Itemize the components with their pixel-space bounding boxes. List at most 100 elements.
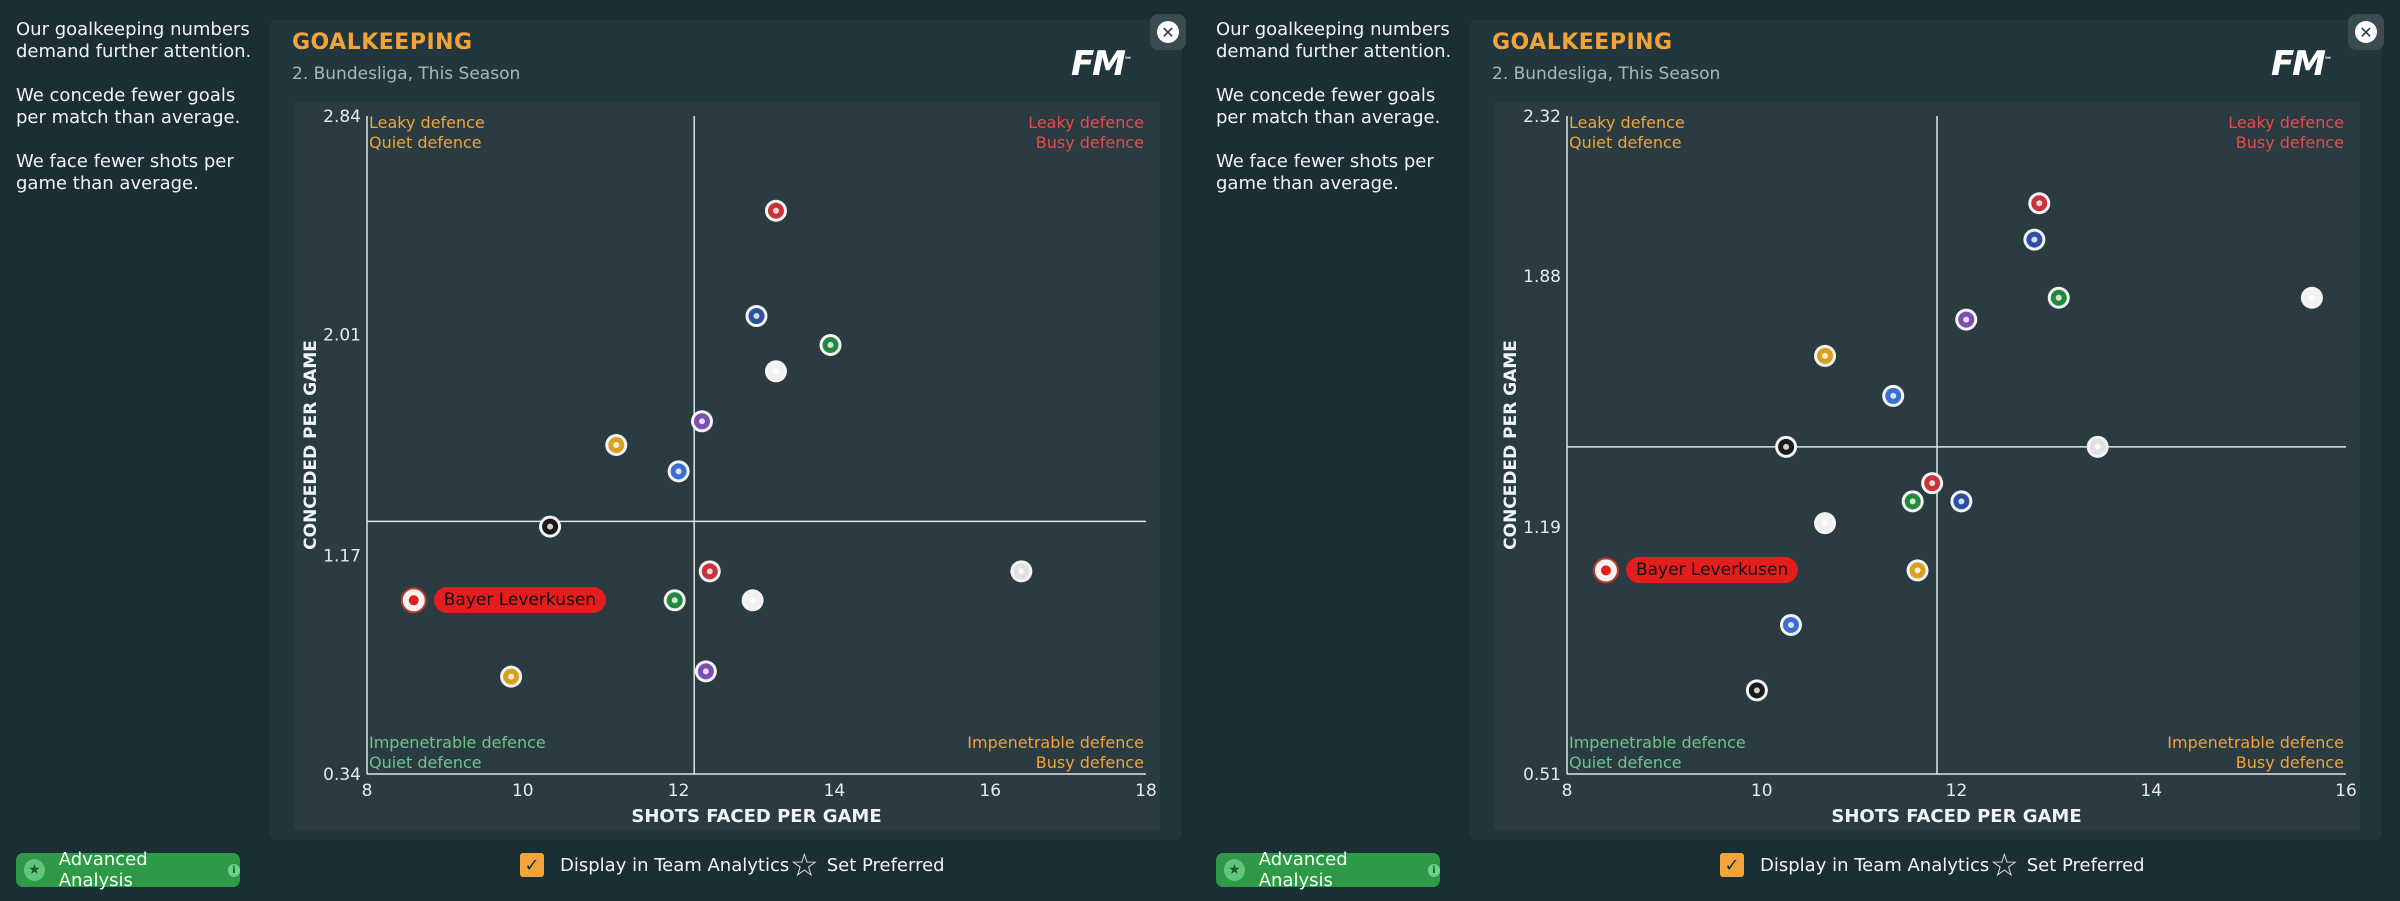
quadrant-label-bottom-left: Impenetrable defence xyxy=(369,733,546,752)
panel-subtitle: 2. Bundesliga, This Season xyxy=(292,64,521,84)
team-badge-icon xyxy=(753,313,760,320)
team-point xyxy=(663,589,686,612)
quadrant-label-top-left: Leaky defence xyxy=(369,113,485,132)
quadrant-label-bottom-right: Busy defence xyxy=(1036,753,1144,772)
team-point xyxy=(1814,512,1837,535)
advanced-analysis-label: Advanced Analysis xyxy=(1258,849,1348,891)
quadrant-label-bottom-left: Quiet defence xyxy=(369,753,482,772)
star-badge-icon: ★ xyxy=(24,859,45,881)
team-badge-icon xyxy=(1018,568,1025,575)
team-badge-icon xyxy=(1958,498,1965,505)
info-icon[interactable]: i xyxy=(1427,863,1440,877)
team-badge-icon xyxy=(1783,443,1790,450)
advanced-analysis-button[interactable]: ★ Advanced Analysis i xyxy=(1216,849,1440,891)
x-tick-label: 10 xyxy=(1751,781,1773,801)
team-badge-icon xyxy=(1929,480,1936,487)
team-point xyxy=(764,199,787,222)
team-point xyxy=(1010,560,1033,583)
team-badge-icon xyxy=(749,597,756,604)
team-point xyxy=(698,560,721,583)
team-point xyxy=(2028,192,2051,215)
team-badge-icon xyxy=(2308,294,2315,301)
close-button[interactable]: ✕ xyxy=(1150,14,1186,50)
team-point xyxy=(400,587,427,614)
advanced-analysis-label: Advanced Analysis xyxy=(58,849,148,891)
panel-title: GOALKEEPING xyxy=(292,30,473,55)
panel-subtitle: 2. Bundesliga, This Season xyxy=(1492,64,1721,84)
team-point xyxy=(764,360,787,383)
x-axis-title: SHOTS FACED PER GAME xyxy=(1831,806,2081,827)
team-badge-icon xyxy=(702,668,709,675)
team-badge-icon xyxy=(1600,565,1611,576)
display-in-team-analytics-toggle[interactable]: ✓ Display in Team Analytics xyxy=(1720,853,1989,877)
close-icon: ✕ xyxy=(2355,21,2377,43)
info-icon[interactable]: i xyxy=(227,863,240,877)
team-point xyxy=(694,660,717,683)
set-preferred-label: Set Preferred xyxy=(826,854,945,876)
star-outline-icon[interactable]: ☆ xyxy=(1990,846,2019,884)
team-point xyxy=(1955,308,1978,331)
quadrant-label-bottom-right: Impenetrable defence xyxy=(967,733,1144,752)
display-in-team-analytics-toggle[interactable]: ✓ Display in Team Analytics xyxy=(520,853,789,877)
team-point xyxy=(1775,435,1798,458)
team-badge-icon xyxy=(671,597,678,604)
quadrant-label-top-right: Busy defence xyxy=(1036,133,1144,152)
team-badge-icon xyxy=(1914,567,1921,574)
goalkeeping-panel: GOALKEEPING 2. Bundesliga, This Season F… xyxy=(270,20,1182,840)
x-tick-label: 18 xyxy=(1135,781,1157,801)
chart-svg: 2.84 2.01 1.17 0.348 10 12 14 16 18 SHOTS FACED P… xyxy=(301,107,1157,827)
team-badge-icon xyxy=(772,368,779,375)
team-badge-icon xyxy=(1822,352,1829,359)
y-tick-label: 2.01 xyxy=(323,325,361,345)
checkbox-checked-icon[interactable]: ✓ xyxy=(520,853,544,877)
team-point xyxy=(1814,344,1837,367)
panel-title: GOALKEEPING xyxy=(1492,30,1673,55)
team-point xyxy=(819,333,842,356)
team-badge-icon xyxy=(698,418,705,425)
insight-line-1: Our goalkeeping numbers demand further a… xyxy=(1216,19,1452,62)
team-point xyxy=(745,305,768,328)
scatter-chart: 2.32 1.88 1.19 0.51 8 10 12 14 16 SHOTS FACED PER… xyxy=(1494,102,2360,830)
set-preferred-label: Set Preferred xyxy=(2026,854,2145,876)
team-point xyxy=(1950,490,1973,513)
y-tick-label: 1.88 xyxy=(1523,267,1561,287)
star-outline-icon[interactable]: ☆ xyxy=(790,846,819,884)
y-tick-label: 2.32 xyxy=(1523,107,1561,127)
left-view: Our goalkeeping numbers demand further a… xyxy=(16,14,1186,891)
team-point xyxy=(1882,384,1905,407)
team-badge-icon xyxy=(2094,443,2101,450)
y-tick-label: 2.84 xyxy=(323,107,361,127)
x-tick-label: 8 xyxy=(362,781,373,801)
set-preferred-toggle[interactable]: ☆ Set Preferred xyxy=(790,846,945,884)
y-tick-label: 0.34 xyxy=(323,765,361,785)
checkbox-checked-icon[interactable]: ✓ xyxy=(1720,853,1744,877)
team-badge-icon xyxy=(675,468,682,475)
quadrant-label-top-right: Leaky defence xyxy=(1028,113,1144,132)
team-point xyxy=(500,665,523,688)
y-tick-label: 0.51 xyxy=(1523,765,1561,785)
star-badge-icon: ★ xyxy=(1224,859,1245,881)
insight-line-2: We concede fewer goals per match than av… xyxy=(1216,85,1441,128)
insight-line-3: We face fewer shots per game than averag… xyxy=(16,151,234,194)
team-point xyxy=(1779,613,1802,636)
team-badge-icon xyxy=(508,673,515,680)
fm-logo: FM™ xyxy=(2270,44,2332,84)
fm-logo-text: FM xyxy=(1070,44,1126,84)
y-axis-title: CONCEDED PER GAME xyxy=(1501,340,1521,550)
set-preferred-toggle[interactable]: ☆ Set Preferred xyxy=(1990,846,2145,884)
x-tick-label: 8 xyxy=(1562,781,1573,801)
close-button[interactable]: ✕ xyxy=(2348,14,2384,50)
team-badge-icon xyxy=(1890,392,1897,399)
quadrant-label-top-right: Busy defence xyxy=(2236,133,2344,152)
quadrant-label-bottom-left: Quiet defence xyxy=(1569,753,1682,772)
team-badge-icon xyxy=(1963,316,1970,323)
x-tick-label: 16 xyxy=(979,781,1001,801)
x-tick-label: 16 xyxy=(2335,781,2357,801)
team-badge-icon xyxy=(1822,520,1829,527)
advanced-analysis-button[interactable]: ★ Advanced Analysis i xyxy=(16,849,240,891)
quadrant-label-top-right: Leaky defence xyxy=(2228,113,2344,132)
team-point xyxy=(1592,557,1619,584)
team-badge-icon xyxy=(408,595,419,606)
x-tick-label: 10 xyxy=(512,781,534,801)
x-tick-label: 14 xyxy=(824,781,846,801)
